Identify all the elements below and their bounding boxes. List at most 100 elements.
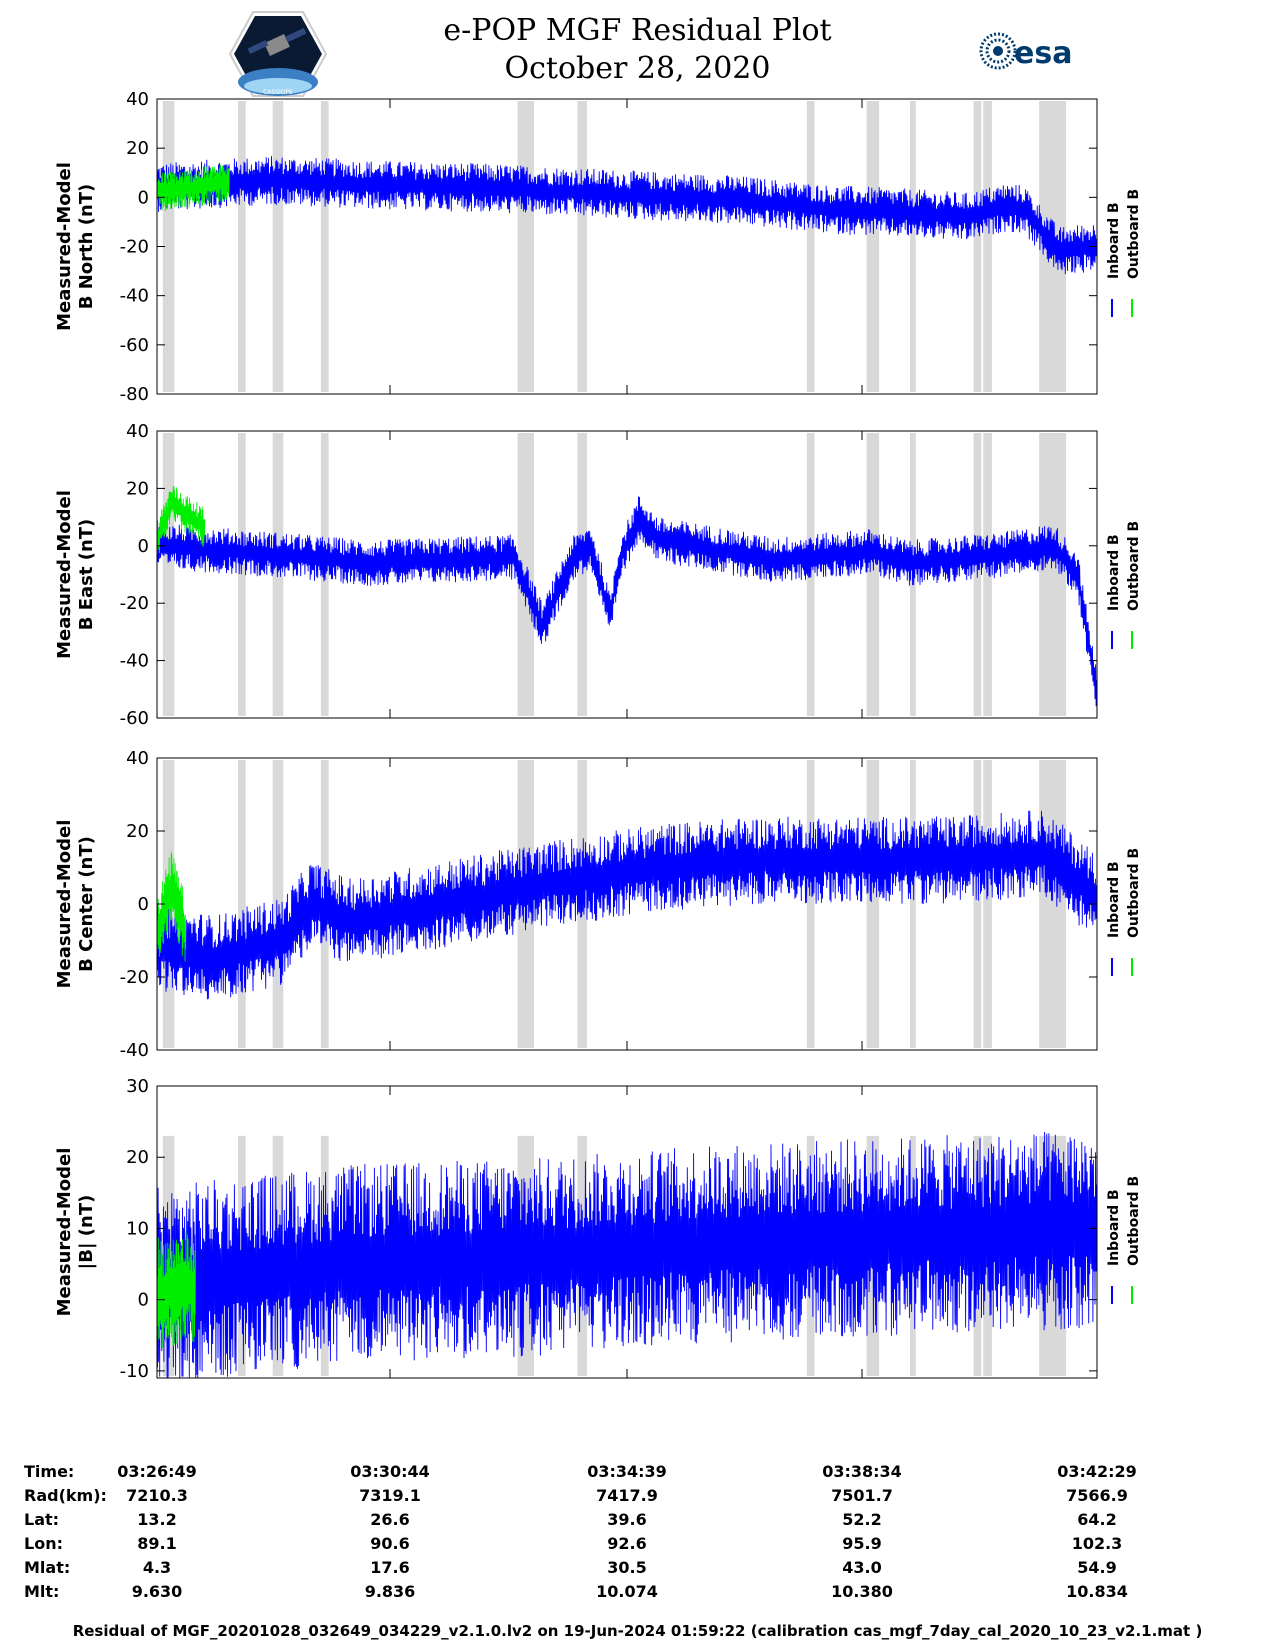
y-tick-label: -60	[120, 335, 149, 356]
plot-date: October 28, 2020	[504, 51, 771, 86]
data-gap-band	[237, 433, 246, 716]
plot-title: e-POP MGF Residual Plot	[443, 13, 832, 48]
series-inboard-line	[156, 496, 1098, 707]
series-inboard-line	[156, 156, 1098, 275]
y-tick-label: -60	[120, 708, 149, 729]
data-gap-band	[983, 101, 992, 392]
info-value: 03:34:39	[587, 1462, 667, 1481]
legend-label: Outboard B	[1126, 189, 1142, 279]
data-gap-band	[320, 101, 329, 392]
y-tick-label: 0	[138, 536, 149, 557]
info-value: 17.6	[370, 1558, 410, 1577]
legend-label: Inboard B	[1106, 1189, 1122, 1266]
data-gap-band	[272, 433, 284, 716]
info-value: 03:38:34	[822, 1462, 902, 1481]
info-row: Time: 03:26:49 03:30:44 03:34:39 03:38:34 03:…	[0, 1462, 1275, 1486]
data-gap-band	[237, 101, 246, 392]
esa-logo-text: esa	[1014, 36, 1072, 71]
info-value: 95.9	[842, 1534, 882, 1553]
data-gap-band	[909, 101, 916, 392]
info-row: Mlat: 4.3 17.6 30.5 43.0 54.9	[0, 1558, 1275, 1582]
info-value: 03:26:49	[117, 1462, 197, 1481]
data-gap-band	[983, 433, 992, 716]
legend: Inboard B Outboard B	[1106, 1176, 1142, 1304]
y-tick-label: -20	[120, 593, 149, 614]
info-row-label: Lat:	[24, 1510, 60, 1529]
y-tick-label: 20	[126, 821, 149, 842]
data-gap-band	[272, 101, 284, 392]
legend: Inboard B Outboard B	[1106, 521, 1142, 649]
info-value: 10.074	[596, 1582, 658, 1601]
info-row: Lat: 13.2 26.6 39.6 52.2 64.2	[0, 1510, 1275, 1534]
y-tick-label: 20	[126, 138, 149, 159]
data-gap-band	[973, 760, 982, 1048]
data-gap-band	[162, 101, 175, 392]
y-tick-label: -80	[120, 384, 149, 405]
y-tick-label: -20	[120, 237, 149, 258]
y-tick-label: -40	[120, 651, 149, 672]
series-inboard-line	[156, 810, 1098, 1000]
legend: Inboard B Outboard B	[1106, 189, 1142, 317]
legend-label: Outboard B	[1126, 848, 1142, 938]
y-tick-label: 40	[126, 748, 149, 769]
data-gap-band	[577, 433, 587, 716]
info-value: 9.836	[364, 1582, 416, 1601]
info-row-label: Mlt:	[24, 1582, 60, 1601]
info-value: 9.630	[131, 1582, 183, 1601]
data-gap-band	[866, 760, 880, 1048]
legend-label: Inboard B	[1106, 202, 1122, 279]
info-value: 90.6	[370, 1534, 410, 1553]
info-row: Mlt: 9.630 9.836 10.074 10.380 10.834	[0, 1582, 1275, 1606]
residual-plots: 40 20 0 -20 -40 -60 -80 Measured-ModelB North (…	[54, 89, 1142, 1382]
esa-logo: esa	[979, 32, 1072, 71]
legend: Inboard B Outboard B	[1106, 848, 1142, 976]
info-value: 7566.9	[1066, 1486, 1128, 1505]
y-axis-label: Measured-ModelB East (nT)	[54, 490, 97, 659]
series-outboard-line	[156, 486, 206, 555]
info-value: 13.2	[137, 1510, 177, 1529]
y-tick-label: -40	[120, 1040, 149, 1061]
info-value: 10.834	[1066, 1582, 1128, 1601]
info-row-label: Time:	[24, 1462, 75, 1481]
y-tick-label: -40	[120, 286, 149, 307]
info-value: 7501.7	[831, 1486, 893, 1505]
info-value: 4.3	[142, 1558, 172, 1577]
data-gap-band	[866, 101, 880, 392]
data-gap-band	[272, 760, 284, 1048]
y-axis-label: Measured-Model|B| (nT)	[54, 1148, 97, 1317]
info-value: 7417.9	[596, 1486, 658, 1505]
info-value: 92.6	[607, 1534, 647, 1553]
info-row-label: Mlat:	[24, 1558, 71, 1577]
series-outboard-line	[156, 1230, 196, 1348]
plot-title-block: e-POP MGF Residual Plot October 28, 2020	[0, 12, 1275, 88]
info-value: 30.5	[607, 1558, 647, 1577]
y-tick-label: -10	[120, 1361, 149, 1382]
info-value: 26.6	[370, 1510, 410, 1529]
y-tick-label: 20	[126, 1147, 149, 1168]
data-gap-band	[909, 760, 916, 1048]
info-value: 10.380	[831, 1582, 893, 1601]
panel-3: 40 20 0 -20 -40 Measured-ModelB Center (nT) In…	[54, 748, 1142, 1061]
y-tick-label: 30	[126, 1076, 149, 1097]
info-value: 64.2	[1077, 1510, 1117, 1529]
data-gap-band	[866, 433, 880, 716]
y-tick-label: 10	[126, 1218, 149, 1239]
y-tick-label: -20	[120, 967, 149, 988]
info-value: 03:42:29	[1057, 1462, 1137, 1481]
info-value: 54.9	[1077, 1558, 1117, 1577]
info-value: 43.0	[842, 1558, 882, 1577]
data-gap-band	[806, 101, 815, 392]
data-gap-band	[517, 101, 534, 392]
info-row: Rad(km): 7210.3 7319.1 7417.9 7501.7 7566.9	[0, 1486, 1275, 1510]
legend-label: Inboard B	[1106, 861, 1122, 938]
info-value: 89.1	[137, 1534, 177, 1553]
legend-label: Inboard B	[1106, 534, 1122, 611]
y-tick-label: 0	[138, 894, 149, 915]
panel-2: 40 20 0 -20 -40 -60 Measured-ModelB East (nT) I…	[54, 421, 1142, 729]
data-gap-band	[983, 760, 992, 1048]
y-tick-label: 20	[126, 478, 149, 499]
info-row: Lon: 89.1 90.6 92.6 95.9 102.3	[0, 1534, 1275, 1558]
info-value: 7210.3	[126, 1486, 188, 1505]
data-gap-band	[1039, 433, 1067, 716]
data-gap-band	[806, 760, 815, 1048]
